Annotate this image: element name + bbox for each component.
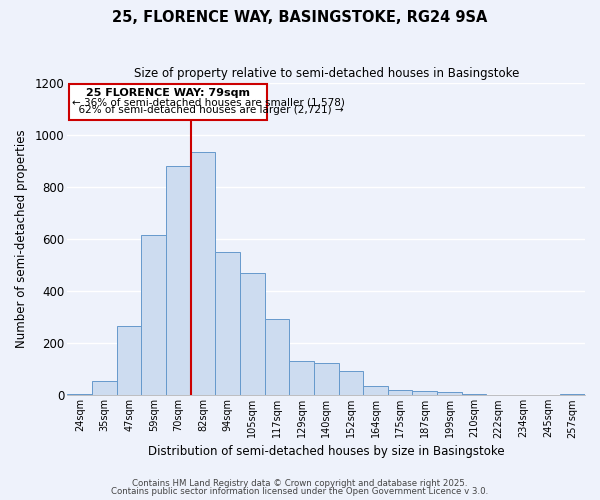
Text: 25, FLORENCE WAY, BASINGSTOKE, RG24 9SA: 25, FLORENCE WAY, BASINGSTOKE, RG24 9SA	[112, 10, 488, 25]
Bar	[117, 326, 142, 396]
Bar	[142, 236, 166, 396]
Text: Contains public sector information licensed under the Open Government Licence v : Contains public sector information licen…	[112, 487, 488, 496]
Bar	[240, 273, 265, 396]
FancyBboxPatch shape	[69, 84, 267, 120]
Bar	[437, 392, 462, 396]
Bar	[363, 386, 388, 396]
Bar	[314, 363, 338, 396]
Title: Size of property relative to semi-detached houses in Basingstoke: Size of property relative to semi-detach…	[134, 68, 519, 80]
Bar	[191, 152, 215, 396]
Bar	[265, 318, 289, 396]
Text: ← 36% of semi-detached houses are smaller (1,578): ← 36% of semi-detached houses are smalle…	[71, 98, 344, 108]
Bar	[560, 394, 585, 396]
Bar	[487, 395, 511, 396]
Bar	[92, 381, 117, 396]
Bar	[338, 370, 363, 396]
Bar	[215, 252, 240, 396]
Text: Contains HM Land Registry data © Crown copyright and database right 2025.: Contains HM Land Registry data © Crown c…	[132, 478, 468, 488]
Bar	[462, 394, 487, 396]
Bar	[67, 394, 92, 396]
Text: 62% of semi-detached houses are larger (2,721) →: 62% of semi-detached houses are larger (…	[71, 105, 343, 115]
X-axis label: Distribution of semi-detached houses by size in Basingstoke: Distribution of semi-detached houses by …	[148, 444, 505, 458]
Y-axis label: Number of semi-detached properties: Number of semi-detached properties	[15, 130, 28, 348]
Bar	[166, 166, 191, 396]
Bar	[388, 390, 412, 396]
Bar	[412, 392, 437, 396]
Text: 25 FLORENCE WAY: 79sqm: 25 FLORENCE WAY: 79sqm	[86, 88, 250, 99]
Bar	[289, 362, 314, 396]
